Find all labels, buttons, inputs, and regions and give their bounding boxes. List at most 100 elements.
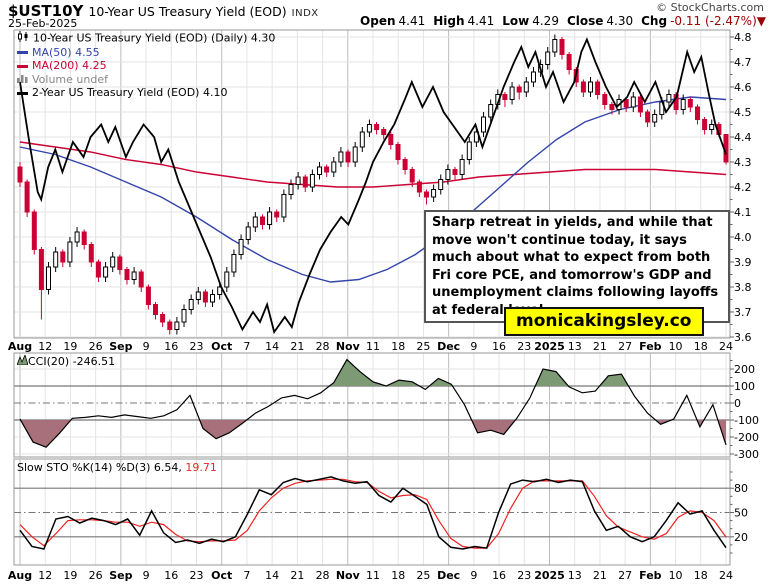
sto-k-line (19, 476, 727, 550)
cci-legend-label: CCI(20) -246.51 (28, 355, 116, 368)
sto-y-axis: 80 50 20 (730, 471, 748, 554)
site-badge: monicakingsley.co (504, 307, 704, 336)
sto-d-line (19, 478, 727, 549)
open-label: Open (360, 14, 396, 28)
svg-text:21: 21 (290, 340, 304, 353)
svg-text:3.6: 3.6 (734, 331, 752, 344)
svg-text:21: 21 (593, 569, 607, 582)
ohlc-readout: Open 4.41 High 4.41 Low 4.29 Close 4.30 Chg -0.11… (352, 14, 766, 28)
chart-date: 25-Feb-2025 (8, 17, 78, 30)
svg-text:3.9: 3.9 (734, 256, 752, 269)
svg-text:13: 13 (568, 569, 582, 582)
svg-text:16: 16 (164, 340, 178, 353)
svg-text:18: 18 (391, 340, 405, 353)
svg-text:21: 21 (290, 569, 304, 582)
svg-text:20: 20 (734, 531, 748, 544)
svg-text:23: 23 (190, 569, 204, 582)
legend-row-1: MA(50) 4.55 (17, 46, 275, 60)
svg-text:18: 18 (391, 569, 405, 582)
title-row: $UST10Y 10-Year US Treasury Yield (EOD) IN… (8, 1, 319, 20)
svg-text:Aug: Aug (8, 340, 32, 353)
svg-text:16: 16 (164, 569, 178, 582)
main-panel-border (13, 29, 731, 339)
svg-text:11: 11 (366, 340, 380, 353)
cci-y-axis: 200 100 0 -100 -200 -300 (730, 360, 759, 461)
ma50-line (19, 96, 727, 283)
svg-text:-300: -300 (734, 448, 759, 461)
svg-text:Sep: Sep (109, 340, 132, 353)
legend-label: MA(50) 4.55 (32, 45, 100, 59)
svg-text:9: 9 (470, 340, 477, 353)
svg-text:10: 10 (669, 340, 683, 353)
svg-text:3.7: 3.7 (734, 306, 752, 319)
svg-text:9: 9 (143, 340, 150, 353)
x-axis-mid: Aug 12 19 26 Sep 9 16 23 Oct 7 14 21 28 Nov 11 18 25 Dec 9… (8, 340, 733, 353)
svg-text:9: 9 (143, 569, 150, 582)
legend-row-4: 2-Year US Treasury Yield (EOD) 4.10 (17, 86, 275, 100)
legend-label: Volume undef (32, 72, 108, 86)
svg-text:Dec: Dec (437, 340, 460, 353)
svg-text:12: 12 (38, 569, 52, 582)
symbol: $UST10Y (8, 2, 84, 20)
close-label: Close (566, 14, 604, 28)
volume-bars-icon (17, 73, 28, 87)
svg-text:4.1: 4.1 (734, 206, 752, 219)
svg-text:26: 26 (89, 569, 103, 582)
chg-down-arrow-icon: ▼ (756, 14, 766, 28)
sto-legend: Slow STO %K(14) %D(3) 6.54, 19.71 (17, 461, 217, 474)
svg-text:23: 23 (190, 340, 204, 353)
svg-text:Feb: Feb (639, 569, 662, 582)
svg-text:Oct: Oct (211, 340, 232, 353)
svg-text:23: 23 (517, 340, 531, 353)
sto-d-value: 19.71 (185, 461, 217, 474)
exchange-label: INDX (291, 8, 319, 19)
svg-text:28: 28 (316, 340, 330, 353)
cci-panel-border (13, 352, 731, 458)
svg-text:4.3: 4.3 (734, 156, 752, 169)
svg-text:25: 25 (416, 569, 430, 582)
line-swatch-icon (17, 91, 28, 95)
close-value: 4.30 (606, 14, 634, 28)
svg-text:50: 50 (734, 507, 748, 520)
line-swatch-icon (17, 51, 28, 54)
high-label: High (433, 14, 465, 28)
svg-text:Oct: Oct (211, 569, 232, 582)
svg-text:4.5: 4.5 (734, 106, 752, 119)
svg-text:13: 13 (568, 340, 582, 353)
svg-text:Aug: Aug (8, 569, 32, 582)
svg-text:0: 0 (734, 397, 741, 410)
svg-text:28: 28 (316, 569, 330, 582)
svg-text:4.8: 4.8 (734, 31, 752, 44)
svg-text:24: 24 (719, 340, 733, 353)
low-value: 4.29 (532, 14, 559, 28)
legend-label: 2-Year US Treasury Yield (EOD) 4.10 (32, 86, 228, 100)
chg-value: -0.11 (-2.47%) (670, 14, 757, 28)
svg-text:18: 18 (694, 569, 708, 582)
svg-text:14: 14 (265, 340, 279, 353)
svg-text:16: 16 (492, 340, 506, 353)
svg-text:14: 14 (265, 569, 279, 582)
svg-text:25: 25 (416, 340, 430, 353)
cci-grid (19, 353, 727, 457)
ma200-line (19, 141, 727, 188)
svg-text:7: 7 (243, 569, 250, 582)
x-axis-bottom: Aug 12 19 26 Sep 9 16 23 Oct 7 14 21 28 Nov 11 18 25 Dec 9… (8, 569, 733, 582)
legend-row-3: Volume undef (17, 73, 275, 87)
two-year-line (19, 37, 727, 335)
svg-text:21: 21 (593, 340, 607, 353)
svg-text:4.4: 4.4 (734, 131, 752, 144)
sto-legend-label: Slow STO %K(14) %D(3) 6.54, (17, 461, 186, 474)
cci-area-icon (16, 353, 29, 368)
copyright: © StockCharts.com (656, 1, 764, 14)
cci-positive-fill (20, 359, 726, 386)
svg-text:9: 9 (470, 569, 477, 582)
svg-text:2025: 2025 (534, 569, 565, 582)
line-swatch-icon (17, 64, 28, 68)
svg-text:4.0: 4.0 (734, 231, 752, 244)
main-legend: 10-Year US Treasury Yield (EOD) (Daily) … (17, 31, 275, 100)
svg-text:27: 27 (618, 569, 632, 582)
chg-label: Chg (641, 14, 668, 28)
svg-text:12: 12 (38, 340, 52, 353)
svg-text:Feb: Feb (639, 340, 662, 353)
svg-text:Sep: Sep (109, 569, 132, 582)
